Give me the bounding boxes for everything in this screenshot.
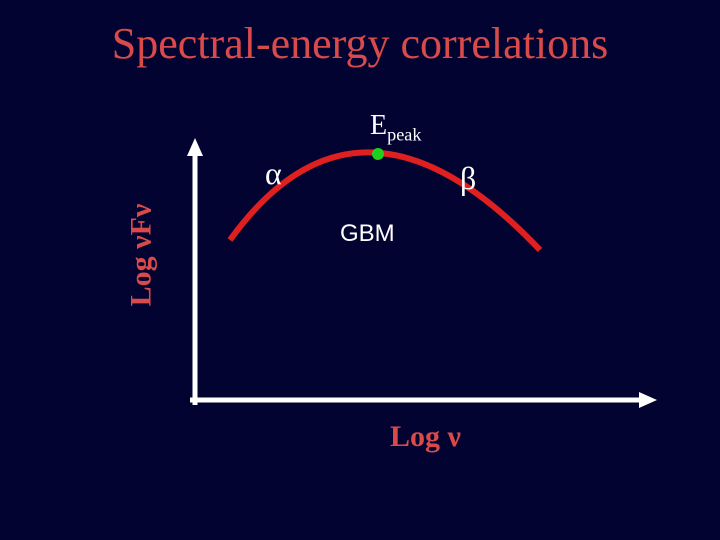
x-axis-label: Log ν xyxy=(390,420,461,454)
y-axis-arrow xyxy=(187,138,203,156)
y-axis-label: Log νFν xyxy=(124,204,158,307)
x-axis-arrow xyxy=(639,392,657,408)
beta-label: β xyxy=(460,160,476,197)
epeak-e: E xyxy=(370,110,387,141)
epeak-label: Epeak xyxy=(370,110,421,146)
peak-dot xyxy=(372,148,384,160)
spectral-chart: Log νFν Log ν Epeak α β GBM xyxy=(100,120,640,460)
epeak-sub: peak xyxy=(387,125,421,145)
alpha-label: α xyxy=(265,155,282,192)
gbm-label: GBM xyxy=(340,220,395,248)
plot-svg xyxy=(100,120,660,480)
page-title: Spectral-energy correlations xyxy=(0,18,720,69)
